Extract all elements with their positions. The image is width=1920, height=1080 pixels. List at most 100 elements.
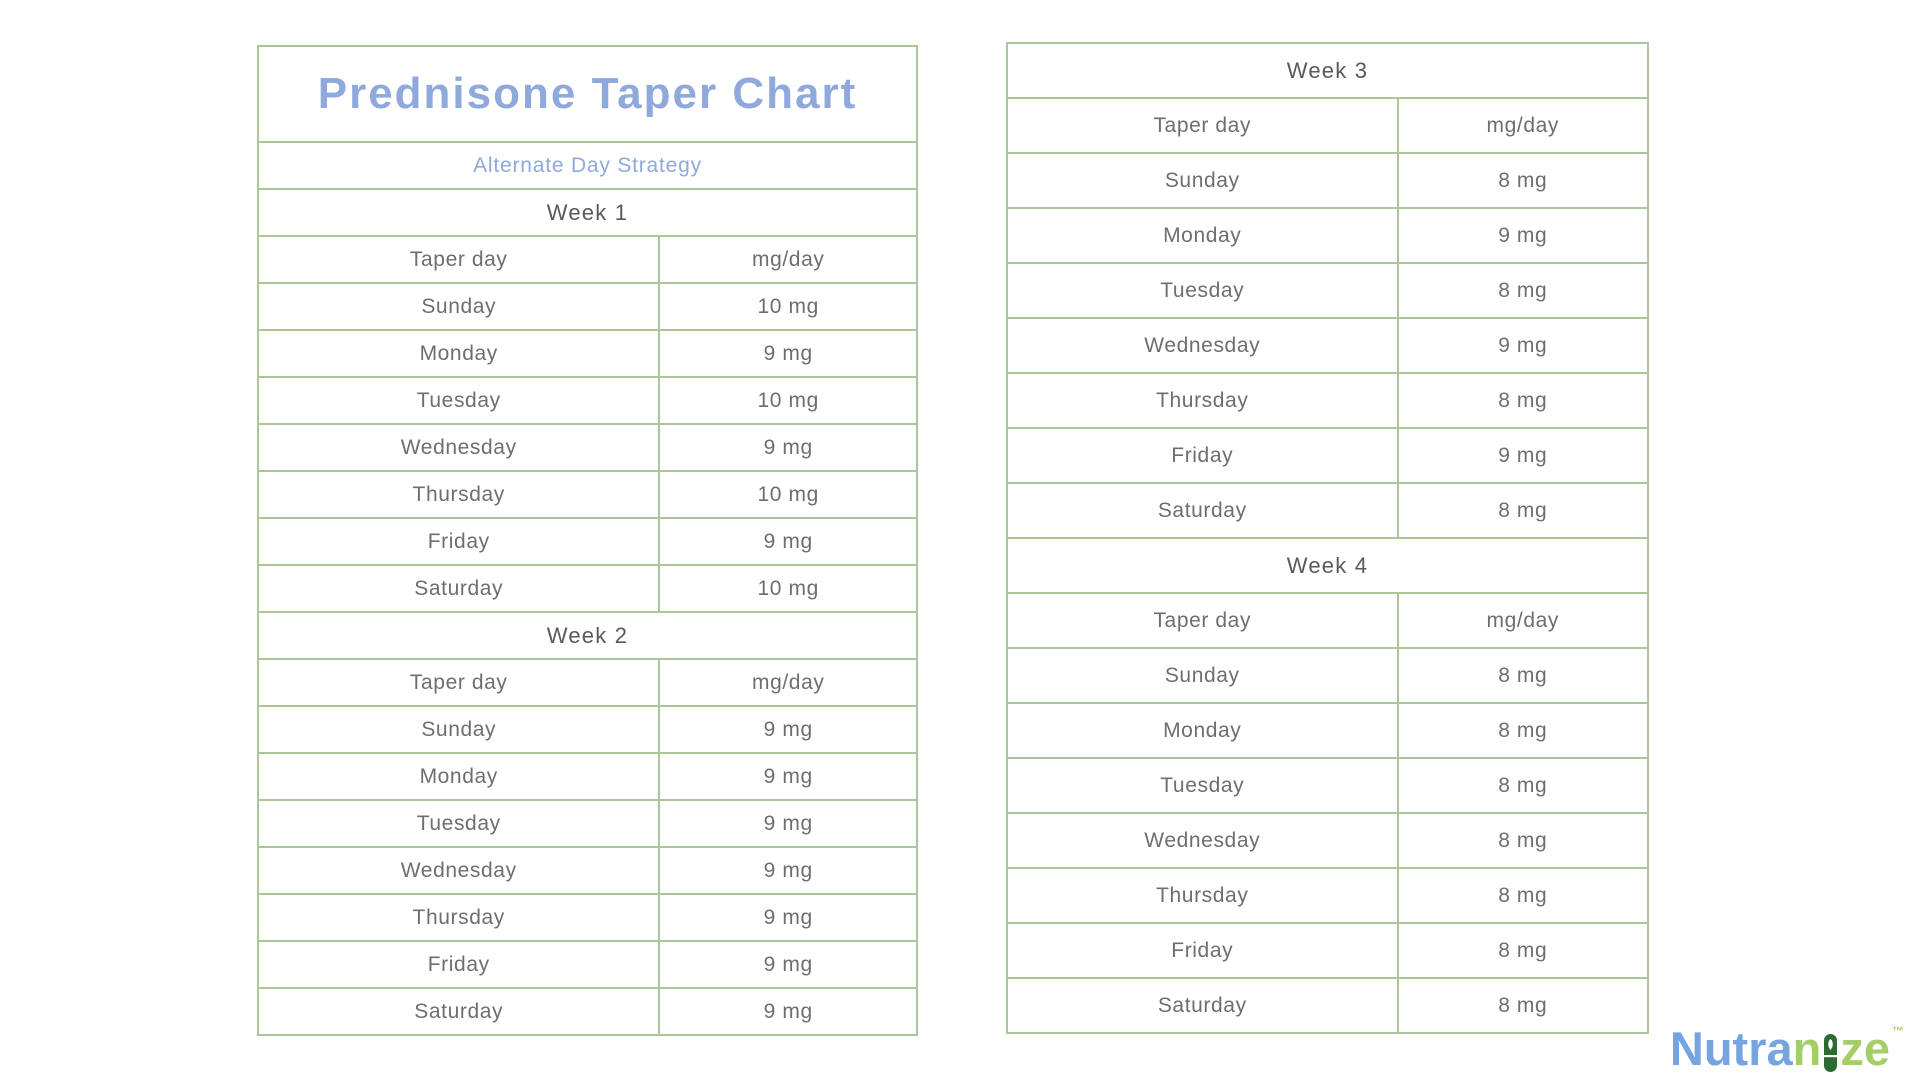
- logo-text-n: n: [1792, 1022, 1822, 1075]
- week-header-row: Week 2: [259, 611, 916, 658]
- day-name-cell: Thursday: [412, 905, 505, 929]
- day-name-cell: Friday: [1171, 938, 1234, 962]
- day-row: Thursday 9 mg: [259, 893, 916, 940]
- day-row: Monday 8 mg: [1008, 702, 1647, 757]
- column-header-taper-day: Taper day: [409, 670, 508, 694]
- day-row: Monday 9 mg: [259, 752, 916, 799]
- dose-value-cell: 9 mg: [1396, 429, 1648, 482]
- column-header-mg-day: mg/day: [658, 237, 916, 282]
- dose-value-cell: 8 mg: [1396, 484, 1648, 537]
- dose-value-cell: 8 mg: [1396, 374, 1648, 427]
- day-row: Wednesday 9 mg: [1008, 317, 1647, 372]
- dose-value-cell: 8 mg: [1396, 869, 1648, 922]
- day-name-cell: Sunday: [1164, 168, 1240, 192]
- taper-table-left-panel: Prednisone Taper Chart Alternate Day Str…: [257, 45, 918, 1036]
- nutranize-logo: Nutra n ze ™: [1670, 1025, 1904, 1072]
- chart-subtitle: Alternate Day Strategy: [473, 153, 702, 177]
- dose-value-cell: 8 mg: [1396, 264, 1648, 317]
- day-name-cell: Friday: [427, 952, 490, 976]
- page-title: Prednisone Taper Chart: [317, 69, 858, 118]
- column-header-row: Taper day mg/day: [1008, 97, 1647, 152]
- day-name-cell: Friday: [427, 529, 490, 553]
- dose-value-cell: 8 mg: [1396, 759, 1648, 812]
- day-name-cell: Tuesday: [1160, 773, 1245, 797]
- column-header-mg-day: mg/day: [1396, 594, 1648, 647]
- day-row: Tuesday 8 mg: [1008, 262, 1647, 317]
- week-label: Week 3: [1286, 57, 1369, 83]
- day-name-cell: Monday: [419, 341, 498, 365]
- dose-value-cell: 9 mg: [658, 989, 916, 1034]
- day-name-cell: Monday: [419, 764, 498, 788]
- day-row: Wednesday 9 mg: [259, 423, 916, 470]
- pill-capsule-icon: [1824, 1034, 1838, 1072]
- taper-table-right-panel: Week 3 Taper day mg/day Sunday 8 mg Monday 9 m…: [1006, 42, 1649, 1034]
- dose-value-cell: 9 mg: [658, 425, 916, 470]
- dose-value-cell: 9 mg: [658, 707, 916, 752]
- dose-value-cell: 9 mg: [1396, 319, 1648, 372]
- dose-value-cell: 9 mg: [658, 801, 916, 846]
- day-row: Sunday 9 mg: [259, 705, 916, 752]
- day-row: Monday 9 mg: [1008, 207, 1647, 262]
- day-name-cell: Saturday: [1157, 498, 1247, 522]
- day-name-cell: Sunday: [421, 294, 497, 318]
- column-header-row: Taper day mg/day: [259, 658, 916, 705]
- day-name-cell: Wednesday: [1144, 333, 1261, 357]
- dose-value-cell: 9 mg: [658, 754, 916, 799]
- day-name-cell: Monday: [1163, 718, 1242, 742]
- dose-value-cell: 10 mg: [658, 472, 916, 517]
- day-name-cell: Wednesday: [400, 435, 517, 459]
- day-name-cell: Sunday: [421, 717, 497, 741]
- day-name-cell: Thursday: [412, 482, 505, 506]
- day-row: Thursday 8 mg: [1008, 867, 1647, 922]
- day-name-cell: Sunday: [1164, 663, 1240, 687]
- dose-value-cell: 10 mg: [658, 378, 916, 423]
- column-header-taper-day: Taper day: [409, 247, 508, 271]
- day-name-cell: Friday: [1171, 443, 1234, 467]
- day-row: Friday 9 mg: [259, 517, 916, 564]
- dose-value-cell: 9 mg: [658, 331, 916, 376]
- day-row: Saturday 8 mg: [1008, 482, 1647, 537]
- day-name-cell: Tuesday: [416, 811, 501, 835]
- day-row: Saturday 10 mg: [259, 564, 916, 611]
- day-name-cell: Monday: [1163, 223, 1242, 247]
- logo-text-nutra: Nutra: [1669, 1022, 1793, 1075]
- day-name-cell: Tuesday: [1160, 278, 1245, 302]
- dose-value-cell: 9 mg: [658, 942, 916, 987]
- chart-subtitle-row: Alternate Day Strategy: [259, 141, 916, 188]
- dose-value-cell: 9 mg: [658, 519, 916, 564]
- day-name-cell: Wednesday: [1144, 828, 1261, 852]
- day-name-cell: Saturday: [414, 999, 504, 1023]
- dose-value-cell: 10 mg: [658, 284, 916, 329]
- trademark-symbol: ™: [1892, 1024, 1904, 1038]
- dose-value-cell: 9 mg: [658, 895, 916, 940]
- dose-value-cell: 8 mg: [1396, 154, 1648, 207]
- day-row: Saturday 9 mg: [259, 987, 916, 1034]
- week-label: Week 1: [546, 199, 629, 225]
- day-row: Sunday 8 mg: [1008, 152, 1647, 207]
- logo-text-ze: ze: [1840, 1022, 1890, 1075]
- day-name-cell: Wednesday: [400, 858, 517, 882]
- day-row: Friday 9 mg: [1008, 427, 1647, 482]
- week-label: Week 2: [546, 622, 629, 648]
- week-header-row: Week 4: [1008, 537, 1647, 592]
- dose-value-cell: 8 mg: [1396, 814, 1648, 867]
- day-row: Sunday 8 mg: [1008, 647, 1647, 702]
- day-row: Tuesday 8 mg: [1008, 757, 1647, 812]
- column-header-taper-day: Taper day: [1153, 608, 1252, 632]
- day-row: Saturday 8 mg: [1008, 977, 1647, 1032]
- column-header-mg-day: mg/day: [658, 660, 916, 705]
- day-row: Tuesday 9 mg: [259, 799, 916, 846]
- day-row: Friday 9 mg: [259, 940, 916, 987]
- day-name-cell: Saturday: [1157, 993, 1247, 1017]
- column-header-mg-day: mg/day: [1396, 99, 1648, 152]
- day-row: Thursday 8 mg: [1008, 372, 1647, 427]
- day-row: Friday 8 mg: [1008, 922, 1647, 977]
- dose-value-cell: 8 mg: [1396, 704, 1648, 757]
- day-row: Wednesday 8 mg: [1008, 812, 1647, 867]
- day-name-cell: Thursday: [1156, 883, 1249, 907]
- day-row: Monday 9 mg: [259, 329, 916, 376]
- week-header-row: Week 3: [1008, 44, 1647, 97]
- column-header-row: Taper day mg/day: [1008, 592, 1647, 647]
- day-name-cell: Thursday: [1156, 388, 1249, 412]
